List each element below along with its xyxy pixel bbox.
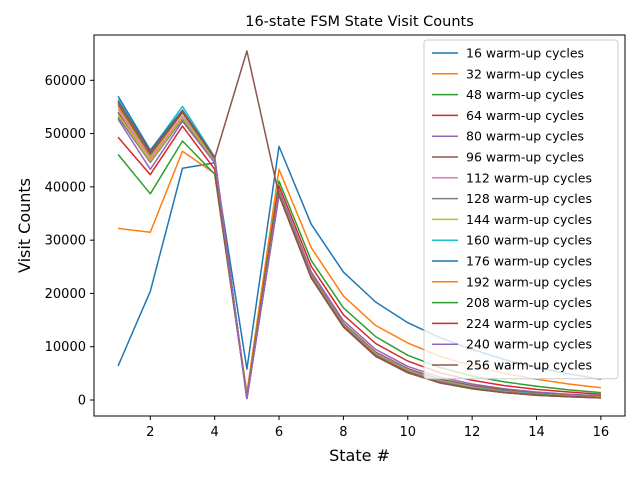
y-tick-label: 10000 — [45, 340, 86, 355]
y-tick-label: 50000 — [45, 127, 86, 142]
legend-box — [423, 39, 619, 380]
legend-entry: 160 warm-up cycles — [466, 233, 592, 248]
plot-frame — [93, 34, 626, 417]
x-tick-label: 16 — [593, 425, 610, 440]
legend-entry: 208 warm-up cycles — [466, 295, 592, 310]
x-tick-label: 12 — [464, 425, 481, 440]
legend-entry: 144 warm-up cycles — [466, 212, 592, 227]
series-line-16 — [117, 50, 601, 399]
x-tick-label: 2 — [146, 425, 154, 440]
chart-title: 16-state FSM State Visit Counts — [245, 14, 474, 30]
x-tick-label: 6 — [275, 425, 283, 440]
y-axis: 0 10000 20000 30000 40000 50000 60000 — [45, 74, 94, 409]
x-tick-label: 14 — [528, 425, 545, 440]
legend-entry: 128 warm-up cycles — [466, 191, 592, 206]
legend-entry: 224 warm-up cycles — [466, 316, 592, 331]
x-tick-label: 8 — [339, 425, 347, 440]
legend-entry: 176 warm-up cycles — [466, 254, 592, 269]
legend-entry: 96 warm-up cycles — [466, 150, 584, 165]
legend-entry: 80 warm-up cycles — [466, 129, 584, 144]
series-line-5 — [117, 118, 601, 400]
legend-entry: 256 warm-up cycles — [466, 358, 592, 373]
y-axis-label: Visit Counts — [15, 178, 34, 273]
legend-entry: 64 warm-up cycles — [466, 108, 584, 123]
legend-entry: 192 warm-up cycles — [466, 274, 592, 289]
legend-entry: 32 warm-up cycles — [466, 66, 584, 81]
y-tick-label: 30000 — [45, 234, 86, 249]
series-line-4 — [117, 125, 601, 399]
legend-entry: 112 warm-up cycles — [466, 170, 592, 185]
legend-entry: 16 warm-up cycles — [466, 46, 584, 61]
legend-entry: 48 warm-up cycles — [466, 87, 584, 102]
x-tick-label: 10 — [399, 425, 416, 440]
x-axis: 2 4 6 8 10 12 14 16 — [146, 416, 609, 440]
y-tick-label: 40000 — [45, 180, 86, 195]
legend-entry: 240 warm-up cycles — [466, 337, 592, 352]
series-layer — [117, 50, 602, 400]
series-line-3 — [117, 140, 601, 398]
x-axis-label: State # — [329, 446, 390, 465]
y-tick-label: 20000 — [45, 287, 86, 302]
x-tick-label: 4 — [211, 425, 219, 440]
y-tick-label: 0 — [78, 394, 86, 409]
y-tick-label: 60000 — [45, 74, 86, 89]
legend: 16 warm-up cycles 32 warm-up cycles 48 war… — [423, 39, 619, 380]
